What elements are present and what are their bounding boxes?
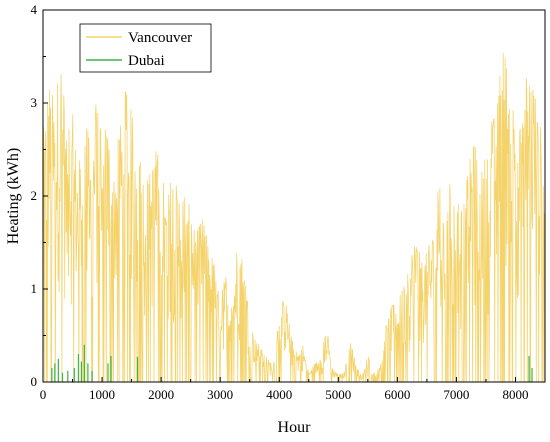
x-tick-label: 5000 xyxy=(325,387,351,402)
x-axis: 0 1000 2000 3000 4000 5000 6000 7000 8000 xyxy=(40,377,528,402)
x-tick-label: 6000 xyxy=(384,387,410,402)
x-tick-label: 0 xyxy=(40,387,47,402)
y-tick-label: 3 xyxy=(31,95,38,110)
y-tick-label: 0 xyxy=(31,374,38,389)
y-tick-label: 1 xyxy=(31,281,38,296)
legend-box xyxy=(79,23,212,73)
series-vancouver-line xyxy=(42,52,546,383)
x-tick-label: 8000 xyxy=(502,387,528,402)
x-axis-title: Hour xyxy=(278,419,312,436)
y-axis-title: Heating (kWh) xyxy=(5,148,22,244)
x-tick-label: 4000 xyxy=(266,387,292,402)
legend-label-vancouver: Vancouver xyxy=(128,30,192,46)
x-tick-label: 1000 xyxy=(89,387,115,402)
legend: Vancouver Dubai xyxy=(79,23,212,73)
y-axis: 0 1 2 3 4 xyxy=(31,2,48,389)
x-tick-label: 7000 xyxy=(443,387,469,402)
y-tick-label: 2 xyxy=(31,188,38,203)
x-tick-label: 2000 xyxy=(148,387,174,402)
x-tick-label: 3000 xyxy=(207,387,233,402)
y-tick-label: 4 xyxy=(31,2,38,17)
legend-label-dubai: Dubai xyxy=(128,53,165,69)
